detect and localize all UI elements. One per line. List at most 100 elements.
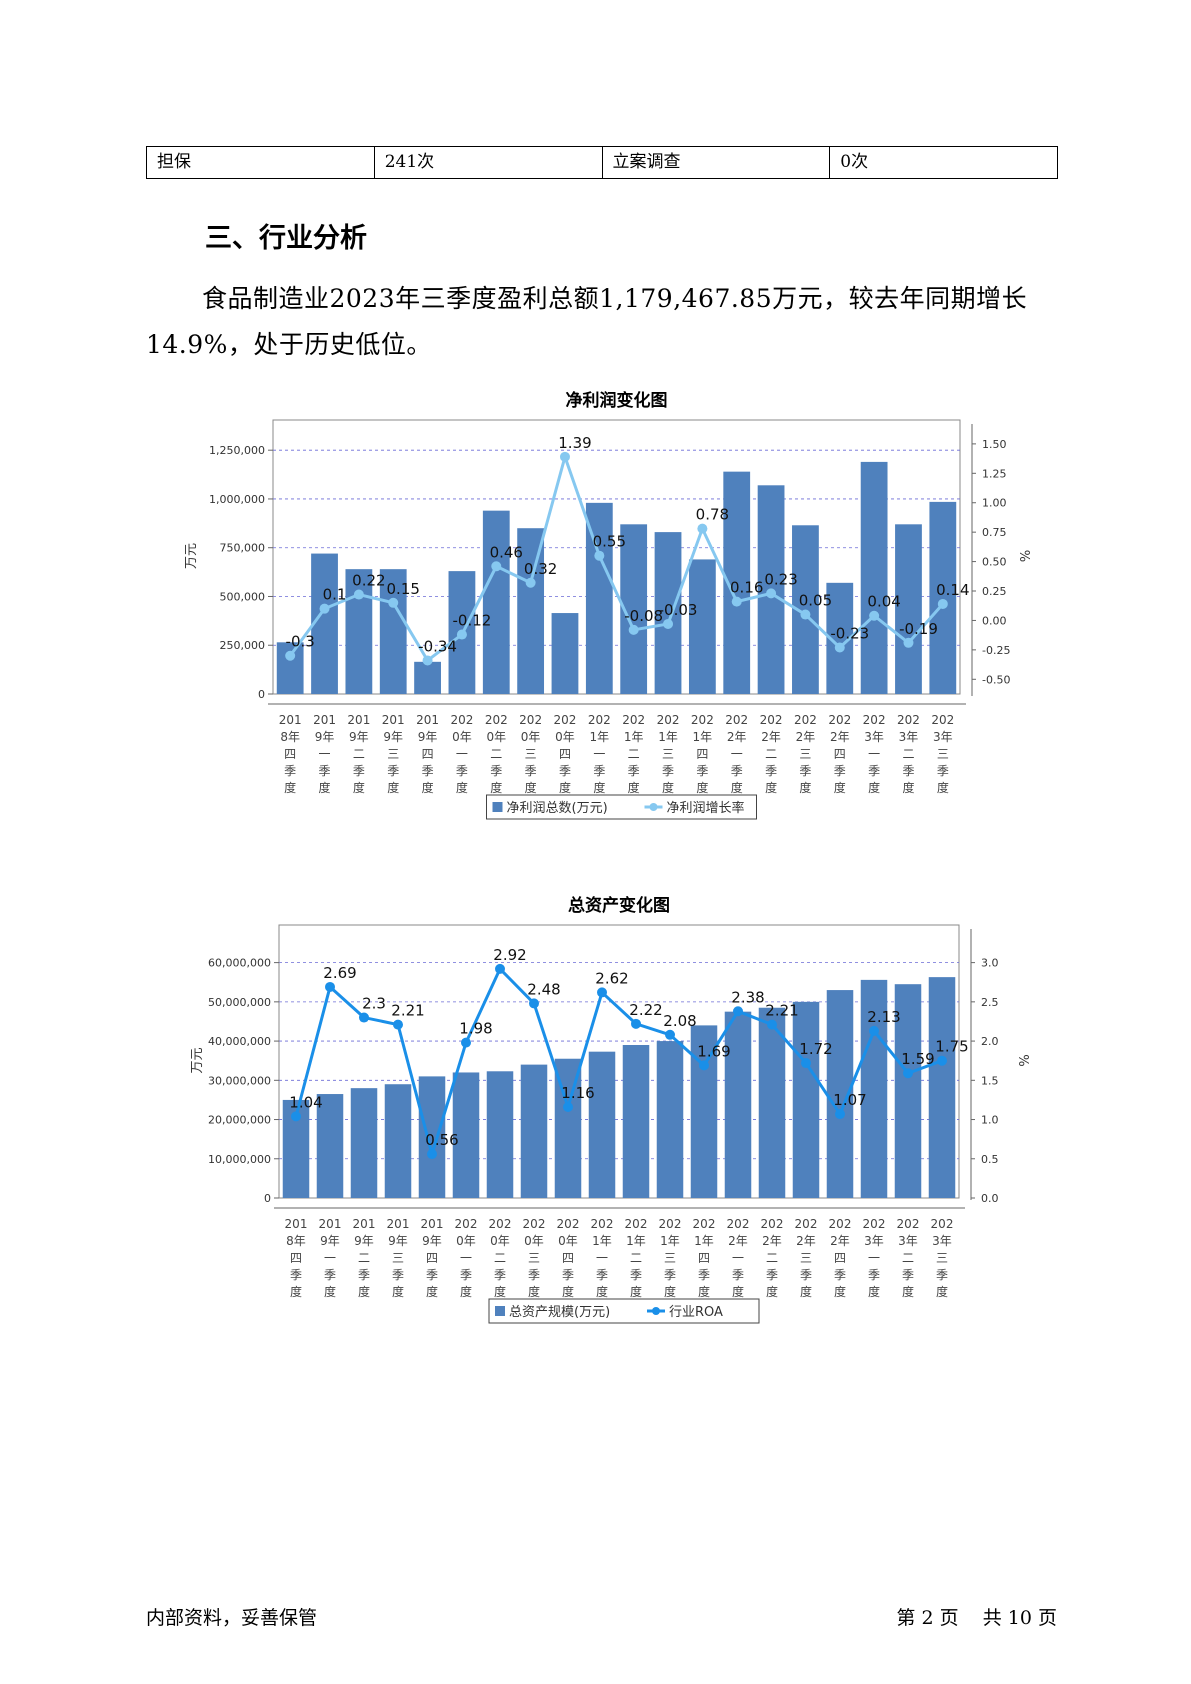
legend-line-label: 净利润增长率 bbox=[667, 800, 745, 816]
data-label: 0.32 bbox=[524, 560, 557, 578]
net-profit-chart-svg: 净利润变化图 0 250,000 500,000 750,000 1,000,000 1,2… bbox=[184, 390, 1034, 820]
data-label: 2.22 bbox=[629, 1001, 662, 1019]
data-label: 2.92 bbox=[493, 946, 526, 964]
y2-tick-label: 1.00 bbox=[982, 497, 1007, 510]
line-point bbox=[733, 1006, 743, 1017]
line-point bbox=[800, 609, 811, 620]
x-tick-label: 202 0年四季度 bbox=[557, 1217, 580, 1299]
data-label: 0.55 bbox=[593, 533, 626, 551]
line-point bbox=[628, 624, 639, 635]
bar bbox=[311, 553, 338, 694]
y2-axis-label: % bbox=[1019, 550, 1034, 562]
table-cell: 担保 bbox=[146, 146, 375, 179]
x-tick-label: 202 2年四季度 bbox=[829, 1217, 852, 1299]
data-label: -0.03 bbox=[659, 601, 698, 619]
data-label: 2.62 bbox=[595, 969, 628, 987]
bar bbox=[860, 979, 888, 1198]
line-point bbox=[835, 1109, 845, 1120]
plot-frame bbox=[278, 924, 960, 1199]
table-cell: 立案调查 bbox=[601, 146, 831, 179]
x-tick-label: 202 3年一季度 bbox=[863, 713, 886, 795]
y-tick-label: 50,000,000 bbox=[208, 996, 271, 1009]
legend-bar-label: 净利润总数(万元) bbox=[507, 801, 608, 816]
x-tick-label: 202 2年一季度 bbox=[725, 713, 748, 795]
bar bbox=[418, 1076, 446, 1198]
line-point bbox=[559, 451, 570, 462]
data-label: 0.04 bbox=[867, 593, 900, 611]
x-tick-label: 202 3年三季度 bbox=[931, 713, 954, 795]
bar bbox=[379, 569, 407, 694]
bar bbox=[482, 510, 510, 694]
line-point bbox=[767, 1019, 777, 1030]
data-label: 1.59 bbox=[901, 1050, 934, 1068]
data-label: 2.08 bbox=[663, 1012, 696, 1030]
data-label: 1.04 bbox=[289, 1093, 322, 1111]
y-tick-label: 60,000,000 bbox=[208, 957, 271, 970]
line-point bbox=[291, 1111, 301, 1122]
data-label: -0.19 bbox=[899, 620, 938, 638]
line-point bbox=[869, 610, 880, 621]
y2-tick-label: 0.25 bbox=[982, 585, 1007, 598]
line-point bbox=[937, 598, 948, 609]
line-point bbox=[529, 998, 539, 1009]
plot-frame bbox=[272, 419, 961, 695]
line-point bbox=[631, 1018, 641, 1029]
x-tick-label: 202 0年一季度 bbox=[450, 713, 473, 795]
y-tick-label: 40,000,000 bbox=[208, 1035, 271, 1048]
line-point bbox=[663, 618, 674, 629]
data-label: 1.75 bbox=[935, 1038, 968, 1056]
y-tick-label: 1,000,000 bbox=[209, 493, 265, 506]
data-label: 1.98 bbox=[459, 1020, 492, 1038]
x-tick-label: 202 1年四季度 bbox=[691, 713, 714, 795]
net-profit-chart: 净利润变化图 0 250,000 500,000 750,000 1,000,000 1,2… bbox=[0, 388, 1191, 848]
data-label: 2.21 bbox=[765, 1002, 798, 1020]
total-assets-chart: 总资产变化图 0 10,000,000 20,000,000 30,000,000 40,… bbox=[0, 887, 1191, 1347]
data-label: 1.16 bbox=[561, 1084, 594, 1102]
line-point bbox=[563, 1101, 573, 1112]
line-point bbox=[834, 642, 845, 653]
body-paragraph: 食品制造业2023年三季度盈利总额1,179,467.85万元，较去年同期增长1… bbox=[146, 284, 1028, 359]
bar bbox=[724, 1011, 752, 1198]
x-tick-label: 202 2年四季度 bbox=[828, 713, 851, 795]
y-tick-label: 250,000 bbox=[220, 639, 266, 652]
y2-tick-label: 1.50 bbox=[982, 438, 1007, 451]
legend-bar-swatch bbox=[495, 1306, 505, 1316]
line-point bbox=[699, 1060, 709, 1071]
line-point bbox=[456, 629, 467, 640]
line-point bbox=[869, 1025, 879, 1036]
line-point bbox=[461, 1037, 471, 1048]
legend-bar-swatch bbox=[492, 802, 503, 812]
legend-line-marker bbox=[649, 803, 658, 811]
chart-title: 净利润变化图 bbox=[566, 390, 668, 411]
x-tick-label: 202 3年一季度 bbox=[863, 1217, 886, 1299]
x-tick-label: 202 0年二季度 bbox=[489, 1217, 512, 1299]
data-label: 0.1 bbox=[323, 586, 347, 604]
legend-bar-label: 总资产规模(万元) bbox=[509, 1305, 610, 1320]
line-point bbox=[766, 588, 777, 599]
x-tick-label: 202 2年二季度 bbox=[760, 713, 783, 795]
x-tick-label: 202 1年二季度 bbox=[622, 713, 645, 795]
y2-tick-label: 1.25 bbox=[982, 467, 1007, 480]
table-cell: 241次 bbox=[373, 146, 603, 179]
line-point bbox=[495, 963, 505, 974]
line-point bbox=[903, 1068, 913, 1079]
line-point bbox=[285, 650, 296, 661]
bar bbox=[758, 1007, 786, 1198]
x-tick-label: 201 9年一季度 bbox=[319, 1217, 342, 1299]
line-point bbox=[359, 1012, 369, 1023]
line-point bbox=[665, 1029, 675, 1040]
data-label: 1.07 bbox=[833, 1091, 866, 1109]
x-tick-label: 202 2年一季度 bbox=[727, 1217, 750, 1299]
line-point bbox=[422, 655, 433, 666]
line-point bbox=[427, 1149, 437, 1160]
line-point bbox=[731, 596, 742, 607]
data-label: -0.08 bbox=[624, 607, 663, 625]
data-label: 1.39 bbox=[558, 434, 591, 452]
y2-tick-label: 2.5 bbox=[981, 996, 999, 1009]
x-tick-label: 202 0年三季度 bbox=[519, 713, 542, 795]
x-tick-label: 201 8年四季度 bbox=[285, 1217, 308, 1299]
data-label: 0.22 bbox=[352, 572, 385, 590]
bar bbox=[517, 528, 545, 694]
bar bbox=[688, 559, 716, 694]
bar bbox=[656, 1041, 684, 1198]
